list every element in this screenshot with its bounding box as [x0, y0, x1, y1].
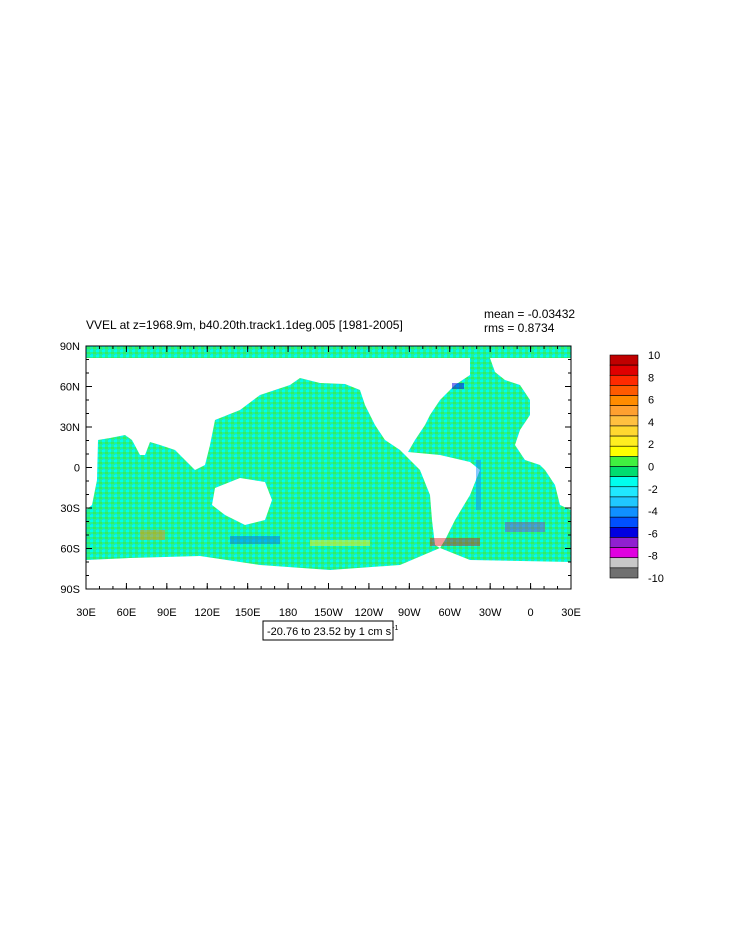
colorbar-box — [609, 527, 639, 538]
lon-tick-label: 90E — [157, 607, 177, 619]
map-title: VVEL at z=1968.9m, b40.20th.track1.1deg.… — [86, 318, 403, 332]
colorbar-box — [609, 547, 639, 559]
land — [490, 358, 571, 510]
colorbar-label: 0 — [648, 462, 654, 474]
lat-tick-label: 60S — [60, 544, 80, 556]
colorbar-box — [609, 476, 639, 488]
colorbar-box — [609, 415, 639, 427]
colorbar-box — [609, 557, 639, 569]
rms-stat: rms = 0.8734 — [484, 321, 555, 335]
lon-tick-label: 150W — [314, 607, 343, 619]
lon-tick-label: 30E — [76, 607, 96, 619]
colorbar-box — [609, 516, 639, 528]
info-text: -20.76 to 23.52 by 1 cm s — [267, 626, 392, 638]
colorbar-box — [609, 456, 639, 467]
colorbar-box — [609, 506, 639, 518]
lat-tick-label: 90N — [60, 341, 80, 353]
colorbar-box — [609, 496, 639, 508]
colorbar-box — [609, 435, 639, 447]
lon-tick-label: 60E — [117, 607, 137, 619]
info-box — [262, 620, 394, 641]
lon-tick-label: 30E — [561, 607, 581, 619]
southern-ocean-eddies — [140, 383, 545, 546]
colorbar-label: 8 — [648, 372, 654, 384]
axis-ticks: 90N 60N 30N 0 30S 60S 90S 30E 60E 90E 120E 150E 180 1… — [60, 341, 581, 619]
colorbar-box — [609, 354, 639, 366]
lat-tick-label: 30N — [60, 422, 80, 434]
colorbar-label: 4 — [648, 417, 654, 429]
colorbar-box — [609, 385, 639, 396]
colorbar-box — [609, 567, 639, 579]
colorbar-box — [609, 537, 639, 548]
land — [86, 548, 571, 589]
colorbar-box — [609, 395, 639, 406]
lon-tick-label: 30W — [479, 607, 502, 619]
lon-tick-label: 180 — [279, 607, 297, 619]
land — [86, 358, 300, 510]
lat-tick-label: 60N — [60, 382, 80, 394]
colorbar-label: 2 — [648, 439, 654, 451]
colorbar-label: -4 — [648, 506, 658, 518]
colorbar-label: -8 — [648, 551, 658, 563]
colorbar-label: -6 — [648, 528, 658, 540]
lon-tick-label: 0 — [528, 607, 534, 619]
colorbar-label: -10 — [648, 573, 664, 585]
lat-tick-label: 0 — [74, 463, 80, 475]
land — [212, 478, 272, 525]
mean-stat: mean = -0.03432 — [484, 307, 575, 321]
lon-tick-label: 120E — [194, 607, 220, 619]
lon-tick-label: 90W — [398, 607, 421, 619]
lon-tick-label: 60W — [438, 607, 461, 619]
colorbar-box — [609, 445, 639, 457]
lat-tick-label: 30S — [60, 503, 80, 515]
lon-tick-label: 120W — [355, 607, 384, 619]
colorbar-box — [609, 364, 639, 376]
lat-tick-label: 90S — [60, 584, 80, 596]
info-superscript: -1 — [392, 625, 398, 632]
colorbar-box — [609, 486, 639, 498]
colorbar-box — [609, 466, 639, 477]
colorbar: 10 8 6 4 2 0 -2 -4 -6 -8 -10 — [609, 350, 664, 585]
lon-tick-label: 150E — [235, 607, 261, 619]
colorbar-label: 10 — [648, 350, 660, 362]
land — [300, 358, 480, 548]
colorbar-label: -2 — [648, 484, 658, 496]
colorbar-label: 6 — [648, 395, 654, 407]
colorbar-box — [609, 374, 639, 386]
map-field — [86, 346, 571, 589]
colorbar-box — [609, 405, 639, 417]
colorbar-box — [609, 425, 639, 437]
